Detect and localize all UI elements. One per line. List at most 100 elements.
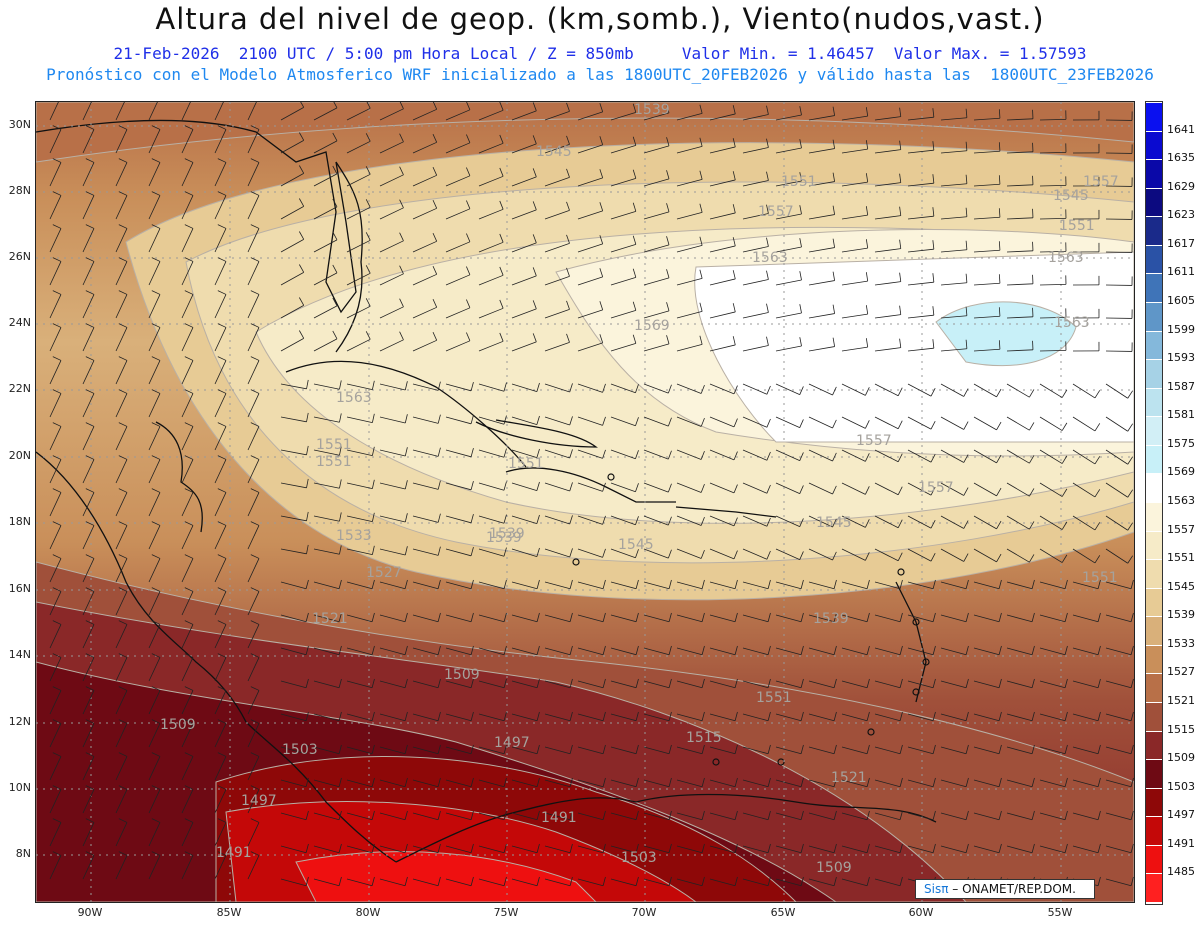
wind-barb bbox=[379, 513, 408, 523]
wind-barb bbox=[181, 851, 194, 880]
wind-barb bbox=[82, 851, 95, 880]
wind-barb bbox=[1072, 515, 1101, 531]
wind-barb bbox=[313, 380, 342, 390]
wind-barb bbox=[82, 257, 95, 286]
wind-barb bbox=[82, 224, 95, 253]
wind-barb bbox=[973, 810, 1002, 821]
wind-barb bbox=[511, 678, 540, 689]
wind-barb bbox=[742, 548, 771, 560]
wind-barb bbox=[841, 305, 869, 319]
wind-barb bbox=[577, 645, 606, 656]
contour-label: 1527 bbox=[366, 565, 402, 581]
wind-barb bbox=[280, 678, 309, 689]
wind-barb bbox=[1006, 548, 1035, 563]
wind-barb bbox=[511, 415, 540, 425]
wind-barb bbox=[874, 678, 903, 689]
wind-barb bbox=[643, 548, 672, 559]
wind-barb bbox=[874, 206, 902, 220]
wind-barb bbox=[1006, 274, 1034, 286]
wind-barb bbox=[247, 455, 260, 484]
wind-barb bbox=[313, 843, 342, 854]
wind-barb bbox=[1105, 342, 1133, 352]
wind-barb bbox=[445, 266, 471, 286]
wind-barb bbox=[907, 306, 935, 319]
wind-barb bbox=[1039, 176, 1067, 187]
wind-barb bbox=[874, 876, 903, 887]
wind-barb bbox=[313, 545, 342, 555]
wind-barb bbox=[643, 269, 670, 286]
wind-barb bbox=[610, 416, 639, 427]
wind-barb bbox=[940, 579, 969, 590]
wind-barb bbox=[610, 711, 639, 722]
wind-barb bbox=[940, 207, 968, 220]
wind-barb bbox=[247, 653, 260, 682]
longitude-label: 75W bbox=[493, 906, 519, 919]
contour-label: 1569 bbox=[634, 318, 670, 334]
wind-barb bbox=[1039, 711, 1068, 722]
wind-barb bbox=[181, 488, 194, 517]
wind-barb bbox=[676, 711, 705, 722]
wind-barb bbox=[808, 416, 837, 429]
colorbar-level-label: 1545 bbox=[1167, 579, 1195, 593]
wind-barb bbox=[874, 744, 903, 755]
wind-barb bbox=[676, 645, 705, 656]
wind-barb bbox=[82, 521, 95, 550]
wind-barb bbox=[1039, 308, 1067, 319]
wind-barb bbox=[478, 645, 507, 656]
wind-barb bbox=[181, 554, 194, 583]
wind-barb bbox=[544, 482, 573, 492]
wind-barb bbox=[115, 323, 128, 352]
wind-barb bbox=[775, 843, 804, 854]
wind-barb bbox=[676, 203, 703, 220]
wind-barb bbox=[577, 169, 604, 187]
wind-barb bbox=[544, 876, 573, 887]
wind-barb bbox=[412, 331, 438, 352]
wind-barb bbox=[709, 744, 738, 755]
wind-barb bbox=[676, 548, 705, 559]
wind-barb bbox=[1105, 843, 1134, 854]
wind-barb bbox=[148, 323, 161, 352]
wind-barb bbox=[49, 554, 62, 583]
wind-barb bbox=[643, 711, 672, 722]
wind-barb bbox=[445, 843, 474, 854]
wind-barb bbox=[577, 334, 604, 352]
coastline bbox=[335, 161, 363, 353]
contour-label: 1551 bbox=[1082, 570, 1118, 586]
wind-barb bbox=[610, 579, 639, 590]
wind-barb bbox=[247, 323, 260, 352]
contour-label: 1545 bbox=[618, 537, 654, 553]
wind-barb bbox=[808, 810, 837, 821]
colorbar-swatch bbox=[1146, 816, 1162, 845]
contour-label: 1521 bbox=[831, 770, 867, 786]
wind-barb bbox=[247, 191, 260, 220]
wind-barb bbox=[115, 785, 128, 814]
colorbar-swatch bbox=[1146, 644, 1162, 674]
wind-barb bbox=[1039, 110, 1067, 121]
colorbar-level-label: 1617 bbox=[1167, 236, 1195, 250]
wind-barb bbox=[907, 579, 936, 590]
contour-label: 1539 bbox=[489, 526, 525, 542]
wind-barb bbox=[379, 381, 408, 391]
colorbar-level-label: 1605 bbox=[1167, 294, 1195, 307]
wind-barb bbox=[742, 303, 769, 319]
wind-barb bbox=[775, 678, 804, 689]
wind-barb bbox=[346, 102, 371, 121]
wind-barb bbox=[247, 521, 260, 550]
colorbar-level-label: 1593 bbox=[1167, 351, 1195, 365]
wind-barb bbox=[676, 170, 703, 187]
wind-barb bbox=[49, 587, 62, 616]
wind-barb bbox=[1039, 383, 1068, 398]
contour-label: 1563 bbox=[336, 390, 372, 406]
wind-barb bbox=[115, 851, 128, 880]
wind-barb bbox=[478, 266, 504, 286]
contour-label: 1509 bbox=[160, 717, 196, 733]
wind-barb bbox=[214, 521, 227, 550]
wind-barb bbox=[511, 579, 540, 590]
wind-barb bbox=[445, 777, 474, 788]
wind-barb bbox=[478, 744, 507, 755]
longitude-label: 70W bbox=[631, 906, 657, 919]
map-title: Altura del nivel de geop. (km,somb.), Vi… bbox=[155, 2, 1045, 36]
wind-barb bbox=[808, 139, 836, 154]
wind-barb bbox=[379, 546, 408, 556]
